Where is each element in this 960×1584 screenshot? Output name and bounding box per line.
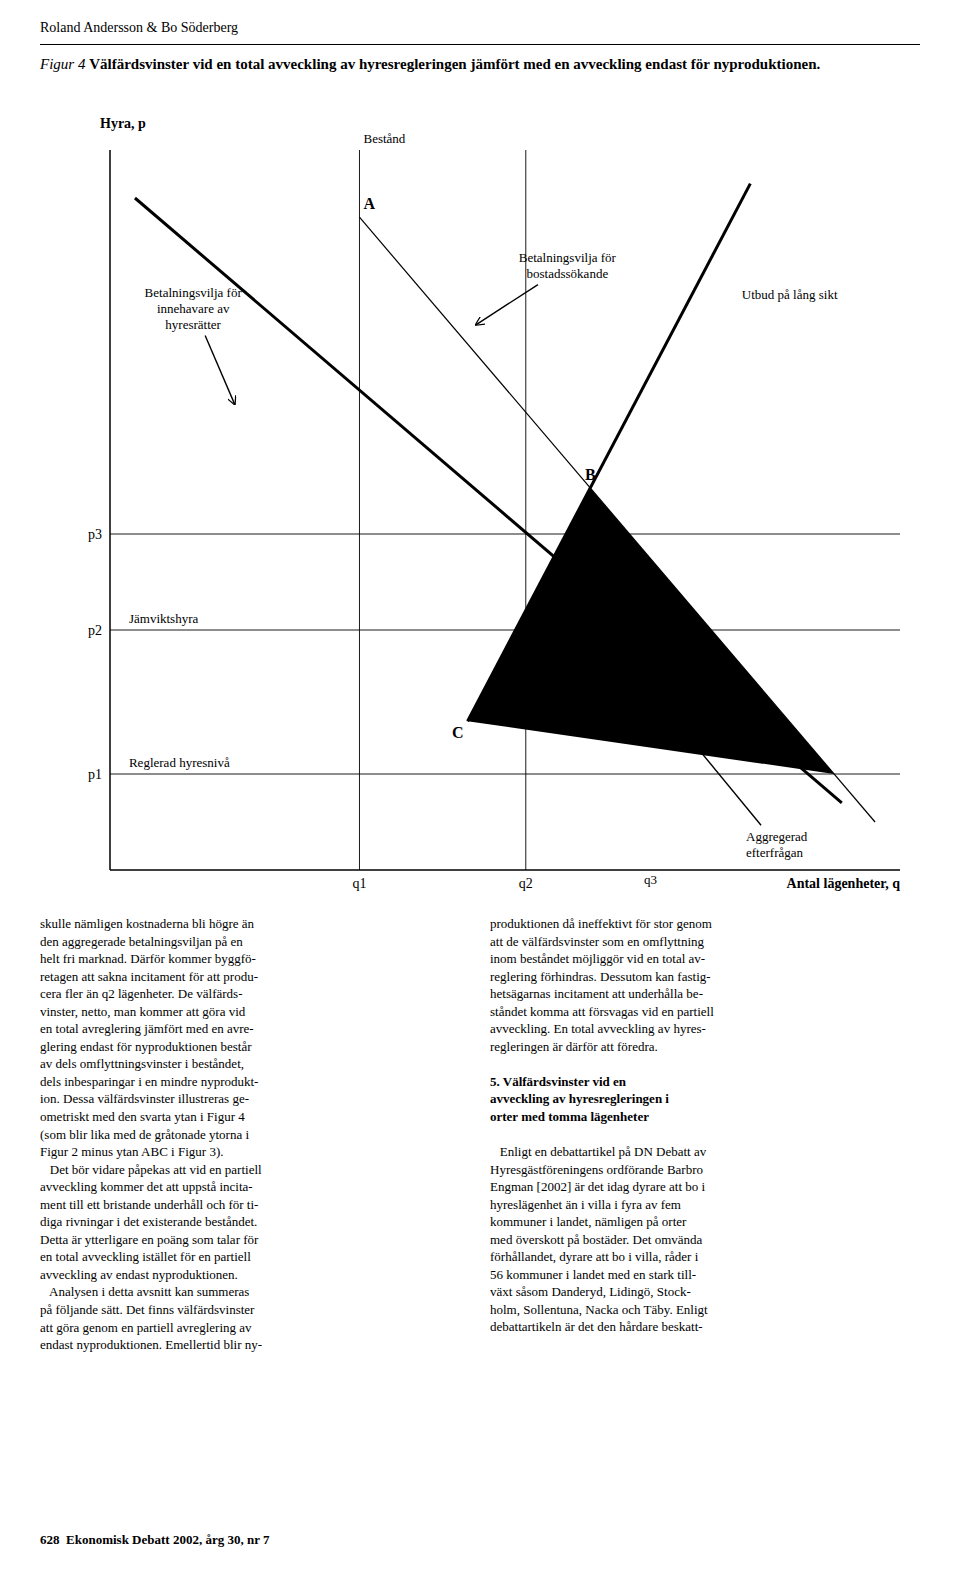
grid-line-y [110, 774, 900, 775]
paragraph: Analysen i detta avsnitt kan summeras på… [40, 1283, 480, 1353]
section-title: 5. Välfärdsvinster vid en avveckling av … [490, 1073, 930, 1126]
spacer [490, 1055, 930, 1073]
x-tick-label: q1 [352, 876, 366, 891]
point-label: B [585, 466, 596, 483]
page: Roland Andersson & Bo Söderberg Figur 4 V… [0, 0, 960, 1584]
y-axis [109, 150, 111, 870]
paragraph: skulle nämligen kostnaderna bli högre än… [40, 915, 480, 1161]
right-column: produktionen då ineffektivt för stor gen… [490, 915, 930, 1336]
left-column: skulle nämligen kostnaderna bli högre än… [40, 915, 480, 1354]
paragraph: Det bör vidare påpekas att vid en partie… [40, 1161, 480, 1284]
annotation: Betalningsvilja förbostadssökande [519, 250, 617, 281]
annotation: Aggregeradefterfrågan [746, 829, 808, 860]
x-tick-label: q2 [519, 876, 533, 891]
grid-line-y [110, 630, 900, 631]
curve [359, 217, 875, 822]
annotation-arrow [675, 721, 761, 825]
footer: 628 Ekonomisk Debatt 2002, årg 30, nr 7 [40, 1532, 269, 1548]
grid-line-x [359, 150, 360, 870]
y-tick-label: p3 [88, 527, 102, 542]
paragraph: produktionen då ineffektivt för stor gen… [490, 915, 930, 1055]
annotation-arrow [205, 336, 235, 405]
header: Roland Andersson & Bo Söderberg [40, 20, 238, 36]
paragraph: Enligt en debattartikel på DN Debatt av … [490, 1143, 930, 1336]
annotation: Betalningsvilja förinnehavare avhyresrät… [145, 285, 243, 331]
title-main: Figur 4 [40, 56, 85, 72]
annotation-arrow [476, 285, 538, 325]
curve [468, 184, 751, 722]
point-label: A [363, 195, 375, 212]
y-tick-label: p1 [88, 767, 102, 782]
spacer [490, 1126, 930, 1144]
x-axis [110, 869, 900, 871]
annotation: Jämviktshyra [129, 611, 199, 626]
plot-area [110, 150, 900, 870]
annotation: Utbud på lång sikt [742, 287, 838, 302]
curve [135, 198, 842, 803]
grid-line-y [110, 534, 900, 535]
header-rule [40, 44, 920, 45]
point-label: C [452, 724, 464, 741]
y-axis-label: Hyra, p [100, 116, 146, 131]
title: Figur 4 Välfärdsvinster vid en total avv… [40, 54, 920, 75]
y-tick-label: p2 [88, 623, 102, 638]
title-sub: Välfärdsvinster vid en total avveckling … [89, 56, 820, 72]
x-axis-label: Antal lägenheter, q [787, 876, 901, 891]
chart: p1 p2 p3 q1 q2 Hyra, p Antal lägenheter, q Beta… [0, 0, 960, 905]
annotation: Bestånd [363, 131, 405, 146]
annotation: q3 [644, 872, 657, 887]
annotation: Reglerad hyresnivå [129, 755, 230, 770]
